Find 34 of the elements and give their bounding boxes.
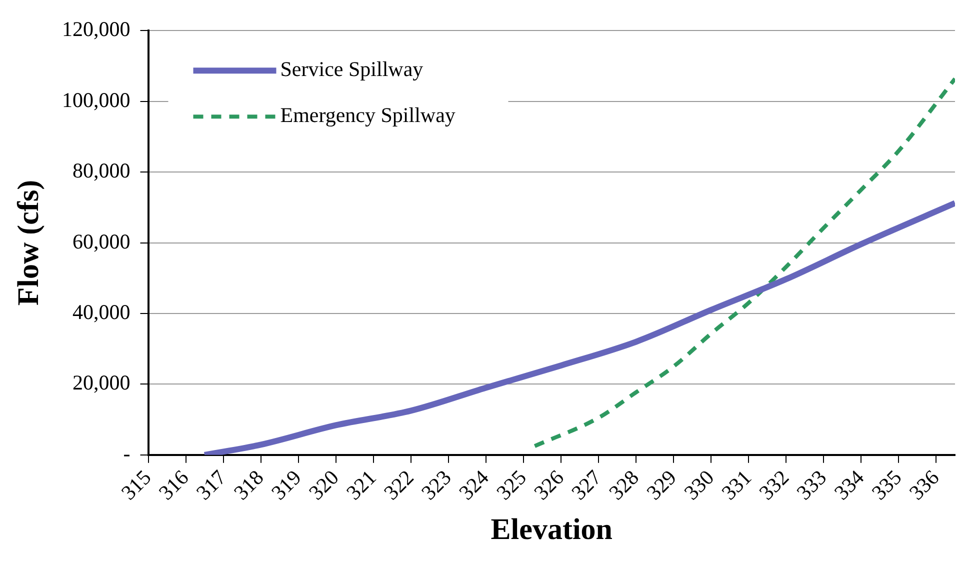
y-tick-label: -	[123, 441, 130, 466]
y-tick-label: 40,000	[72, 300, 130, 324]
x-tick-label: 324	[454, 464, 494, 505]
y-tick-label: 20,000	[72, 370, 130, 395]
y-tick-label: 60,000	[72, 229, 130, 254]
x-tick-label: 325	[492, 465, 531, 505]
x-tick-label: 336	[904, 465, 944, 505]
x-tick-label: 319	[266, 465, 306, 505]
x-tick-label: 327	[566, 465, 606, 505]
x-tick-label: 315	[116, 465, 156, 505]
y-axis-title: Flow (cfs)	[12, 180, 45, 306]
x-axis-title: Elevation	[490, 512, 613, 546]
x-tick-label: 329	[642, 465, 682, 505]
x-tick-label: 335	[866, 465, 906, 505]
x-tick-label: 330	[679, 465, 719, 505]
x-tick-label: 322	[379, 465, 418, 505]
x-tick-label: 328	[604, 465, 644, 505]
x-tick-label: 323	[416, 465, 456, 505]
legend-label: Emergency Spillway	[280, 103, 456, 128]
x-tick-label: 316	[154, 465, 194, 505]
y-tick-label: 80,000	[72, 158, 130, 183]
x-tick-label: 321	[342, 465, 381, 505]
x-tick-label: 326	[529, 465, 568, 505]
x-tick-label: 333	[792, 465, 832, 505]
x-tick-label: 331	[716, 465, 756, 505]
x-tick-label: 317	[191, 465, 231, 505]
legend-label: Service Spillway	[280, 57, 424, 82]
x-tick-label: 334	[829, 464, 869, 505]
line-series	[532, 76, 955, 448]
x-tick-label: 332	[754, 465, 794, 505]
y-tick-label: 120,000	[62, 17, 130, 42]
x-tick-label: 320	[304, 465, 344, 505]
y-tick-label: 100,000	[62, 88, 130, 112]
x-tick-label: 318	[229, 465, 268, 505]
